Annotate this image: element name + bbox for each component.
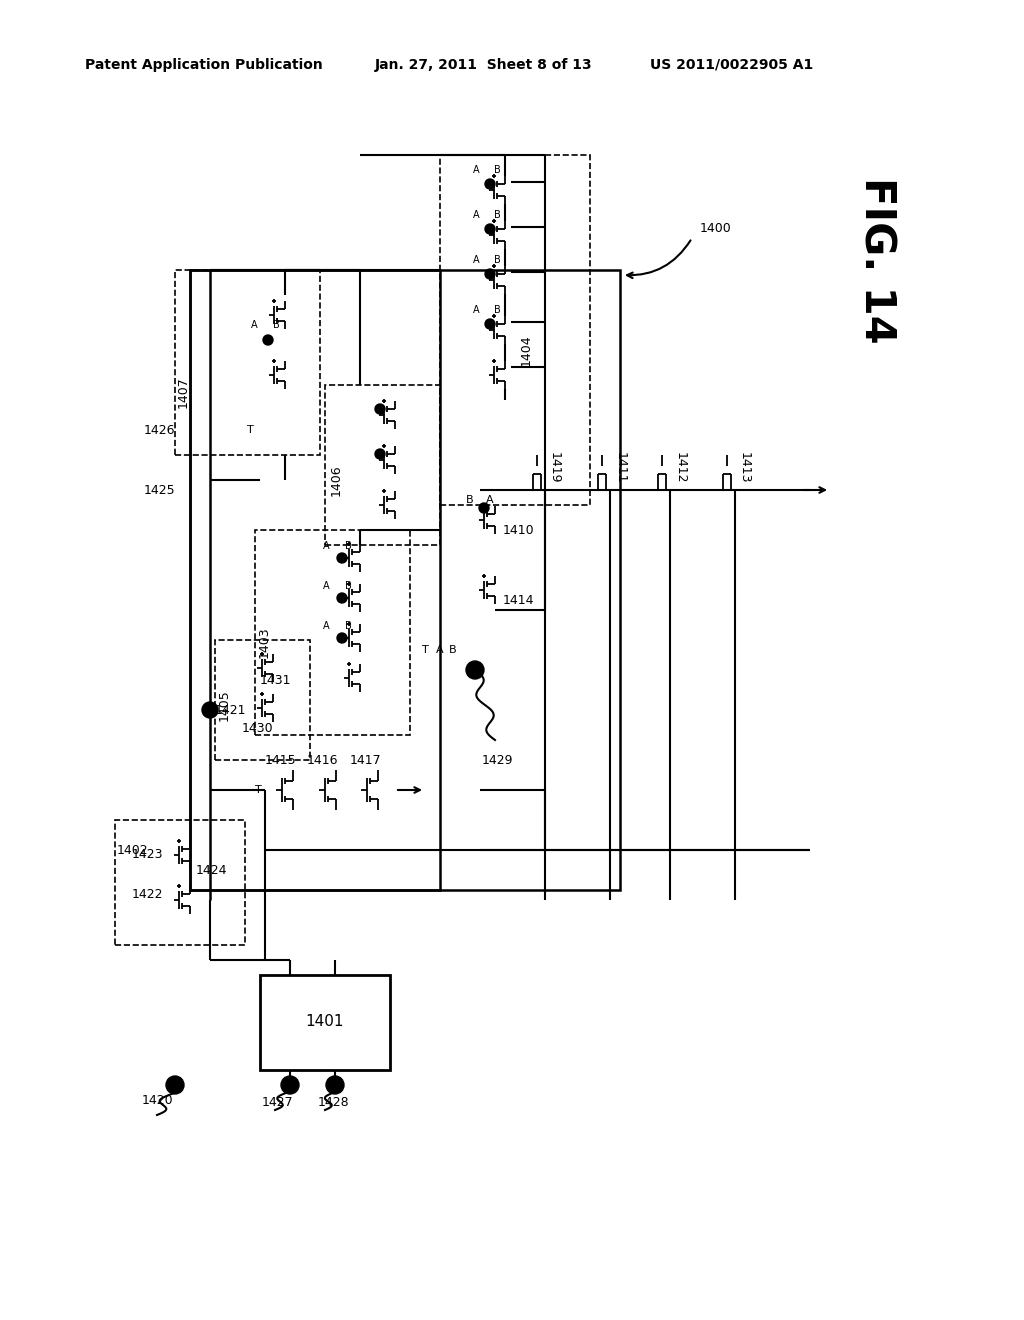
Bar bbox=[440, 154, 590, 506]
Circle shape bbox=[337, 634, 347, 643]
Text: A: A bbox=[473, 255, 480, 265]
Text: US 2011/0022905 A1: US 2011/0022905 A1 bbox=[650, 58, 813, 73]
Text: 1422: 1422 bbox=[131, 888, 163, 902]
Bar bbox=[190, 271, 440, 890]
Circle shape bbox=[337, 553, 347, 564]
Circle shape bbox=[485, 180, 495, 189]
Text: 1415: 1415 bbox=[265, 754, 297, 767]
Text: A: A bbox=[324, 541, 330, 550]
Text: B: B bbox=[345, 541, 352, 550]
Bar bbox=[115, 820, 245, 945]
Text: 1420: 1420 bbox=[142, 1093, 174, 1106]
Text: A: A bbox=[251, 319, 258, 330]
Text: 1428: 1428 bbox=[318, 1097, 349, 1110]
Text: A: A bbox=[324, 581, 330, 591]
Text: 1406: 1406 bbox=[330, 465, 343, 496]
Text: 1401: 1401 bbox=[306, 1015, 344, 1030]
Text: 1400: 1400 bbox=[700, 222, 732, 235]
Text: 1412: 1412 bbox=[674, 453, 687, 483]
Circle shape bbox=[263, 335, 273, 345]
Text: A: A bbox=[436, 645, 443, 655]
Text: 1410: 1410 bbox=[503, 524, 535, 536]
Text: A: A bbox=[324, 620, 330, 631]
Text: 1423: 1423 bbox=[131, 849, 163, 862]
Text: T: T bbox=[422, 645, 428, 655]
Text: FIG. 14: FIG. 14 bbox=[855, 177, 897, 343]
Circle shape bbox=[326, 1076, 344, 1094]
Text: 1404: 1404 bbox=[520, 334, 534, 366]
Text: 1413: 1413 bbox=[738, 453, 751, 483]
Circle shape bbox=[166, 1076, 184, 1094]
Circle shape bbox=[337, 593, 347, 603]
Text: 1403: 1403 bbox=[258, 626, 271, 657]
Text: B: B bbox=[494, 305, 501, 315]
Text: B: B bbox=[450, 645, 457, 655]
Bar bbox=[325, 385, 440, 545]
Circle shape bbox=[375, 449, 385, 459]
Bar bbox=[215, 640, 310, 760]
Circle shape bbox=[375, 404, 385, 414]
Text: 1414: 1414 bbox=[503, 594, 535, 606]
Text: 1431: 1431 bbox=[260, 673, 292, 686]
Text: B: B bbox=[273, 319, 280, 330]
Text: A: A bbox=[486, 495, 494, 506]
Text: 1419: 1419 bbox=[548, 453, 561, 483]
Text: 1427: 1427 bbox=[262, 1097, 294, 1110]
Text: 1429: 1429 bbox=[482, 754, 513, 767]
Text: 1430: 1430 bbox=[242, 722, 273, 734]
Text: 1402: 1402 bbox=[117, 843, 148, 857]
Text: B: B bbox=[494, 255, 501, 265]
Text: T: T bbox=[247, 425, 253, 436]
Circle shape bbox=[485, 269, 495, 279]
Text: 1407: 1407 bbox=[177, 376, 190, 408]
Text: B: B bbox=[494, 165, 501, 176]
Text: A: A bbox=[473, 165, 480, 176]
Bar bbox=[260, 975, 390, 1071]
Circle shape bbox=[485, 319, 495, 329]
Circle shape bbox=[205, 705, 215, 715]
Text: A: A bbox=[473, 305, 480, 315]
Text: 1405: 1405 bbox=[218, 689, 231, 721]
Text: B: B bbox=[345, 620, 352, 631]
Text: 1425: 1425 bbox=[143, 483, 175, 496]
Text: B: B bbox=[494, 210, 501, 220]
Text: 1424: 1424 bbox=[196, 863, 227, 876]
Bar bbox=[175, 271, 319, 455]
Text: B: B bbox=[466, 495, 474, 506]
Circle shape bbox=[202, 702, 218, 718]
Circle shape bbox=[479, 503, 489, 513]
Bar bbox=[255, 531, 410, 735]
Circle shape bbox=[466, 661, 484, 678]
Text: 1411: 1411 bbox=[614, 453, 627, 483]
Circle shape bbox=[281, 1076, 299, 1094]
Text: 1416: 1416 bbox=[307, 754, 339, 767]
Text: T: T bbox=[255, 785, 262, 795]
Bar bbox=[190, 271, 620, 890]
Text: B: B bbox=[345, 581, 352, 591]
Circle shape bbox=[485, 224, 495, 234]
Text: 1421: 1421 bbox=[215, 704, 247, 717]
Text: Patent Application Publication: Patent Application Publication bbox=[85, 58, 323, 73]
Text: A: A bbox=[473, 210, 480, 220]
Text: 1426: 1426 bbox=[143, 424, 175, 437]
Text: 1417: 1417 bbox=[350, 754, 382, 767]
Text: Jan. 27, 2011  Sheet 8 of 13: Jan. 27, 2011 Sheet 8 of 13 bbox=[375, 58, 593, 73]
